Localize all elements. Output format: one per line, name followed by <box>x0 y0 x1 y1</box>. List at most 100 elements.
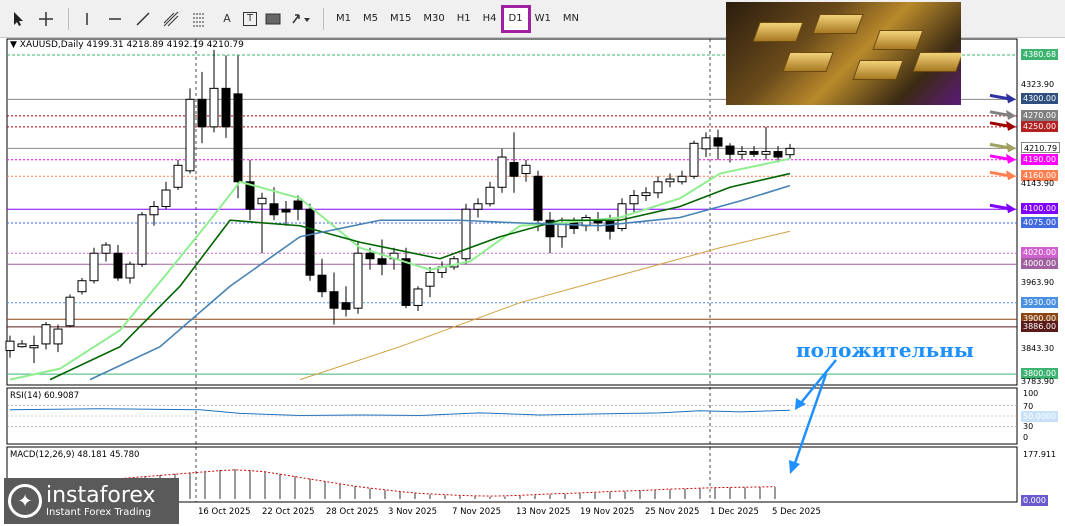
macd-level-zero: 0.000 <box>1021 495 1048 506</box>
candle-body <box>185 98 195 172</box>
price-axis-label: 4323.90 <box>1021 80 1055 90</box>
candle-body <box>545 219 555 238</box>
chart-menu-icon[interactable]: ▼ <box>10 40 20 50</box>
level-pointer-arrowhead <box>1006 170 1016 181</box>
candle-body <box>161 189 171 208</box>
timeframe-w1[interactable]: W1 <box>534 13 551 24</box>
candle-body <box>341 302 351 310</box>
candle-body <box>281 208 291 213</box>
timeframe-d1[interactable]: D1 <box>500 4 531 33</box>
timeframe-h1[interactable]: H1 <box>456 13 471 24</box>
timeframe-h4[interactable]: H4 <box>482 13 497 24</box>
candle-body <box>317 274 327 293</box>
macd-panel-frame <box>6 446 1018 503</box>
candle-body <box>305 208 315 276</box>
candle-body <box>497 156 507 188</box>
vertical-line-icon[interactable] <box>75 7 99 31</box>
candle-body <box>533 175 543 221</box>
candle-body <box>773 151 783 158</box>
timeframe-m15[interactable]: M15 <box>390 13 412 24</box>
candle-body <box>701 137 711 150</box>
level-pointer-arrowhead <box>1006 153 1016 164</box>
candle-body <box>125 263 135 279</box>
macd-header: MACD(12,26,9) 48.181 45.780 <box>10 450 140 460</box>
fibonacci-icon[interactable] <box>187 7 211 31</box>
cursor-icon[interactable] <box>6 7 30 31</box>
candle-body <box>101 244 111 254</box>
timeframe-m30[interactable]: M30 <box>423 13 445 24</box>
rsi-level-0: 0 <box>1023 433 1029 442</box>
level-pointer-arrowhead <box>1006 142 1016 153</box>
time-axis-label: 5 Dec 2025 <box>772 507 821 517</box>
price-chart-canvas[interactable] <box>0 38 1065 526</box>
annotation-arrowhead <box>789 460 800 474</box>
price-axis-label: 3843.30 <box>1021 344 1055 354</box>
channel-icon[interactable] <box>159 7 183 31</box>
candle-body <box>737 151 747 155</box>
candle-body <box>785 147 795 156</box>
toolbar-separator <box>323 7 324 30</box>
candle-body <box>209 87 219 128</box>
price-axis-label: 4000.00 <box>1021 258 1059 270</box>
candle-body <box>29 345 39 349</box>
candle-body <box>233 93 243 183</box>
rsi-header: RSI(14) 60.9087 <box>10 391 80 401</box>
time-axis-label: 13 Nov 2025 <box>516 507 571 517</box>
price-axis-label: 4143.90 <box>1021 179 1055 189</box>
time-axis-label: 3 Nov 2025 <box>388 507 438 517</box>
candle-body <box>461 208 471 260</box>
candle-body <box>41 324 51 345</box>
toolbar-separator <box>68 7 69 30</box>
level-pointer-arrowhead <box>1006 120 1016 131</box>
candle-body <box>257 197 267 205</box>
chart-header: ▼ XAUUSD,Daily 4199.31 4218.89 4192.19 4… <box>10 40 244 50</box>
candle-body <box>245 181 255 210</box>
candle-body <box>665 178 675 183</box>
price-axis-label: 4190.00 <box>1021 153 1059 165</box>
price-axis-label: 3900.00 <box>1021 313 1059 325</box>
text-label-icon[interactable]: T <box>243 11 257 26</box>
candle-body <box>425 271 435 287</box>
candle-body <box>149 206 159 216</box>
annotation-arrow <box>792 373 828 467</box>
price-axis-label: 3930.00 <box>1021 296 1059 308</box>
text-icon[interactable]: A <box>223 12 231 25</box>
candle-body <box>173 164 183 188</box>
main-panel-frame <box>6 38 1018 386</box>
candle-body <box>77 280 87 293</box>
candle-body <box>629 195 639 205</box>
timeframe-m1[interactable]: M1 <box>336 13 351 24</box>
timeframe-mn[interactable]: MN <box>562 13 579 24</box>
time-axis-label: 22 Oct 2025 <box>262 507 315 517</box>
candle-body <box>509 162 519 177</box>
candle-body <box>401 258 411 306</box>
price-axis-label: 4100.00 <box>1021 203 1059 215</box>
candle-body <box>473 203 483 210</box>
horizontal-line-icon[interactable] <box>103 7 127 31</box>
timeframe-m5[interactable]: M5 <box>363 13 378 24</box>
arrows-icon[interactable] <box>289 7 313 31</box>
crosshair-icon[interactable] <box>34 7 58 31</box>
brand-name: instaforex <box>46 482 156 508</box>
annotation-arrowhead <box>795 398 806 410</box>
rsi-level-50: 50.0000 <box>1021 411 1059 422</box>
time-axis-label: 25 Nov 2025 <box>645 507 700 517</box>
candle-body <box>53 328 63 345</box>
trendline-icon[interactable] <box>131 7 155 31</box>
gold-bars-photo <box>726 2 961 105</box>
price-axis-label: 3963.90 <box>1021 278 1055 288</box>
candle-body <box>329 291 339 309</box>
candle-body <box>293 200 303 210</box>
candle-body <box>113 252 123 279</box>
long-ma-line <box>299 230 791 381</box>
brand-tagline: Instant Forex Trading <box>46 506 152 518</box>
price-axis-label: 4270.00 <box>1021 109 1059 121</box>
rectangle-icon[interactable] <box>261 7 285 31</box>
rsi-level-30: 30 <box>1023 422 1034 431</box>
price-axis-label: 3886.00 <box>1021 320 1059 332</box>
annotation-arrow <box>799 359 837 405</box>
price-axis-label: 3783.90 <box>1021 377 1055 386</box>
level-pointer-arrowhead <box>1006 203 1016 214</box>
